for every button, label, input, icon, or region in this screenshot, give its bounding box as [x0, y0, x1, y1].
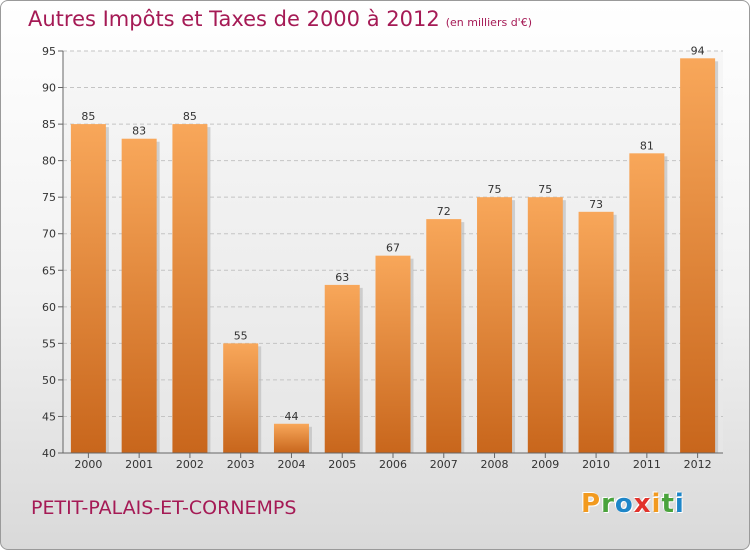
logo-letter: o [614, 489, 634, 519]
bar-2010 [578, 211, 614, 453]
y-tick-label: 50 [42, 374, 56, 387]
value-label: 94 [691, 44, 705, 57]
value-label: 44 [284, 410, 298, 423]
x-tick-label: 2001 [125, 458, 153, 471]
bar-2009 [527, 197, 563, 453]
y-tick-label: 60 [42, 301, 56, 314]
x-tick-label: 2004 [277, 458, 305, 471]
bar-2007 [426, 219, 462, 453]
commune-name: PETIT-PALAIS-ET-CORNEMPS [31, 497, 297, 519]
y-tick-label: 45 [42, 410, 56, 423]
value-label: 81 [640, 139, 654, 152]
y-tick-label: 65 [42, 264, 56, 277]
logo-letter: r [601, 489, 615, 519]
logo-letter: t [661, 489, 675, 519]
bar-2012 [680, 58, 716, 454]
proxiti-logo: Proxiti [581, 489, 685, 519]
axes: 40 45 50 55 60 65 70 75 80 85 90 95 2000 2001 2002 2003… [42, 45, 723, 471]
bars: 85 83 85 55 44 63 67 72 75 75 73 81 94 [70, 44, 719, 454]
x-tick-label: 2009 [531, 458, 559, 471]
x-tick-label: 2002 [176, 458, 204, 471]
bar-2011 [629, 153, 665, 453]
logo-letter: P [581, 489, 602, 519]
x-tick-label: 2003 [227, 458, 255, 471]
value-label: 55 [234, 329, 248, 342]
logo-letter: i [674, 489, 685, 519]
x-tick-label: 2011 [633, 458, 661, 471]
value-label: 83 [132, 125, 146, 138]
bar-2001 [121, 138, 157, 453]
value-label: 63 [335, 271, 349, 284]
bar-2002 [172, 124, 208, 453]
y-tick-label: 90 [42, 82, 56, 95]
value-label: 85 [81, 110, 95, 123]
y-tick-label: 80 [42, 155, 56, 168]
bar-2008 [477, 197, 513, 453]
chart-title: Autres Impôts et Taxes de 2000 à 2012 [28, 7, 440, 31]
y-tick-label: 75 [42, 191, 56, 204]
bar-2003 [223, 343, 259, 453]
title-row: Autres Impôts et Taxes de 2000 à 2012 (en… [28, 7, 532, 31]
x-tick-label: 2005 [328, 458, 356, 471]
y-tick-label: 40 [42, 447, 56, 460]
x-tick-label: 2010 [582, 458, 610, 471]
y-tick-label: 85 [42, 118, 56, 131]
bar-2005 [324, 284, 360, 453]
bar-2004 [273, 423, 309, 453]
value-label: 67 [386, 242, 400, 255]
logo-letter: i [651, 489, 662, 519]
logo-letter: x [633, 489, 652, 519]
x-tick-label: 2007 [430, 458, 458, 471]
value-label: 75 [488, 183, 502, 196]
value-label: 73 [589, 198, 603, 211]
bar-2000 [70, 124, 106, 453]
y-tick-label: 55 [42, 337, 56, 350]
x-tick-label: 2000 [74, 458, 102, 471]
x-tick-label: 2012 [684, 458, 712, 471]
bar-2006 [375, 255, 411, 453]
value-label: 85 [183, 110, 197, 123]
y-tick-label: 95 [42, 45, 56, 58]
y-tick-label: 70 [42, 228, 56, 241]
x-tick-label: 2008 [481, 458, 509, 471]
x-tick-label: 2006 [379, 458, 407, 471]
value-label: 75 [538, 183, 552, 196]
chart-subtitle: (en milliers d'€) [445, 16, 532, 29]
value-label: 72 [437, 205, 451, 218]
